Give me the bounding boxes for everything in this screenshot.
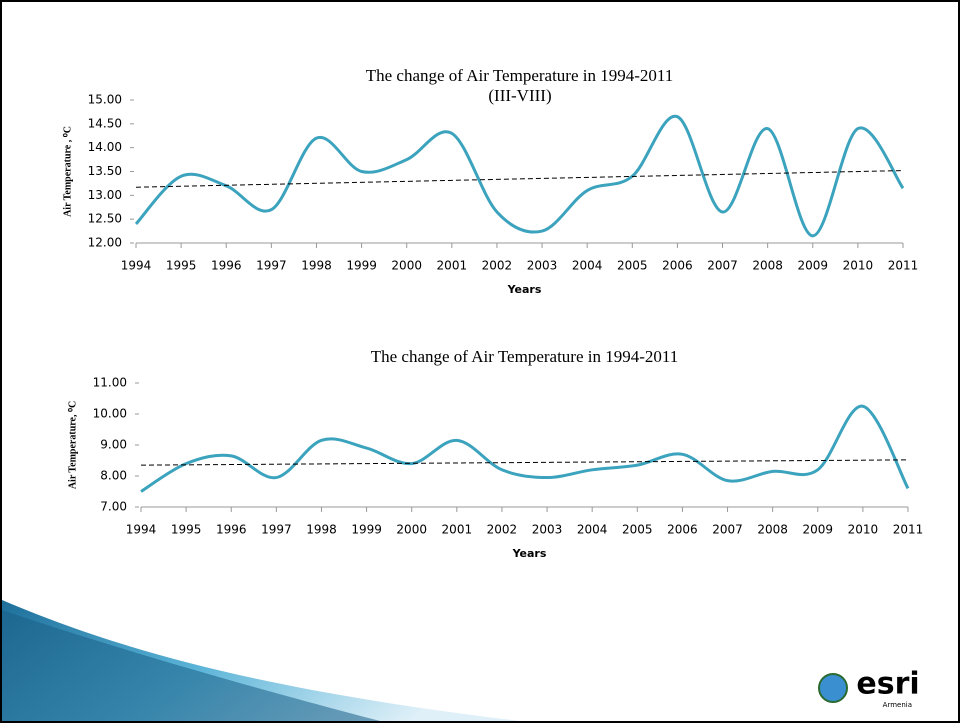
x-axis-label: Years <box>512 547 547 560</box>
x-tick-label: 2009 <box>797 259 828 273</box>
x-tick-label: 2000 <box>391 259 422 273</box>
x-tick-label: 1996 <box>211 259 242 273</box>
y-tick-label: 9.00 <box>100 438 127 452</box>
y-tick-label: 14.00 <box>88 140 122 154</box>
x-tick-label: 1999 <box>351 523 382 537</box>
x-tick-label: 2003 <box>532 523 563 537</box>
chart-title: The change of Air Temperature in 1994-20… <box>371 347 679 366</box>
x-tick-label: 1994 <box>126 523 157 537</box>
x-tick-label: 2008 <box>757 523 788 537</box>
data-line <box>140 404 910 493</box>
y-tick-label: 15.00 <box>88 93 122 107</box>
x-tick-label: 2001 <box>437 259 468 273</box>
y-tick-label: 10.00 <box>93 407 127 421</box>
x-tick-label: 2011 <box>888 259 919 273</box>
x-tick-label: 1997 <box>261 523 292 537</box>
x-tick-label: 2010 <box>848 523 879 537</box>
y-tick-label: 8.00 <box>100 469 127 483</box>
x-tick-label: 1995 <box>171 523 202 537</box>
x-tick-label: 2003 <box>527 259 558 273</box>
x-tick-label: 2005 <box>617 259 648 273</box>
x-tick-label: 1998 <box>306 523 337 537</box>
x-tick-label: 2006 <box>662 259 693 273</box>
decor-swoosh-dark <box>2 610 380 721</box>
data-line <box>134 115 905 238</box>
x-tick-label: 2004 <box>572 259 603 273</box>
x-tick-label: 1997 <box>256 259 287 273</box>
x-tick-label: 2002 <box>487 523 518 537</box>
x-tick-label: 1996 <box>216 523 247 537</box>
chart-title: The change of Air Temperature in 1994-20… <box>366 66 674 85</box>
x-tick-label: 2004 <box>577 523 608 537</box>
y-axis-label: Air Temperature, ⁰C <box>67 401 78 489</box>
x-tick-label: 2002 <box>482 259 513 273</box>
x-tick-label: 1994 <box>121 259 152 273</box>
y-tick-label: 14.50 <box>88 116 122 130</box>
logo-globe <box>818 673 848 703</box>
x-tick-label: 2008 <box>752 259 783 273</box>
x-tick-label: 2011 <box>893 523 924 537</box>
x-tick-label: 2006 <box>667 523 698 537</box>
x-tick-label: 2001 <box>442 523 473 537</box>
x-tick-label: 2000 <box>396 523 427 537</box>
x-tick-label: 2007 <box>707 259 738 273</box>
y-tick-label: 12.00 <box>88 236 122 250</box>
y-tick-label: 7.00 <box>100 500 127 514</box>
x-tick-label: 1998 <box>301 259 332 273</box>
logo-subtext: Armenia <box>883 701 912 709</box>
y-axis-label: Air Temperature , ⁰C <box>62 126 73 217</box>
y-tick-label: 11.00 <box>93 376 127 390</box>
x-tick-label: 2010 <box>843 259 874 273</box>
x-tick-label: 2005 <box>622 523 653 537</box>
x-tick-label: 2009 <box>802 523 833 537</box>
x-tick-label: 1995 <box>166 259 197 273</box>
x-axis-label: Years <box>507 283 542 296</box>
x-tick-label: 2007 <box>712 523 743 537</box>
logo-text: esri <box>856 667 919 702</box>
y-tick-label: 13.50 <box>88 164 122 178</box>
chart-subtitle: (III-VIII) <box>488 86 551 105</box>
x-tick-label: 1999 <box>346 259 377 273</box>
y-tick-label: 12.50 <box>88 212 122 226</box>
y-tick-label: 13.00 <box>88 188 122 202</box>
